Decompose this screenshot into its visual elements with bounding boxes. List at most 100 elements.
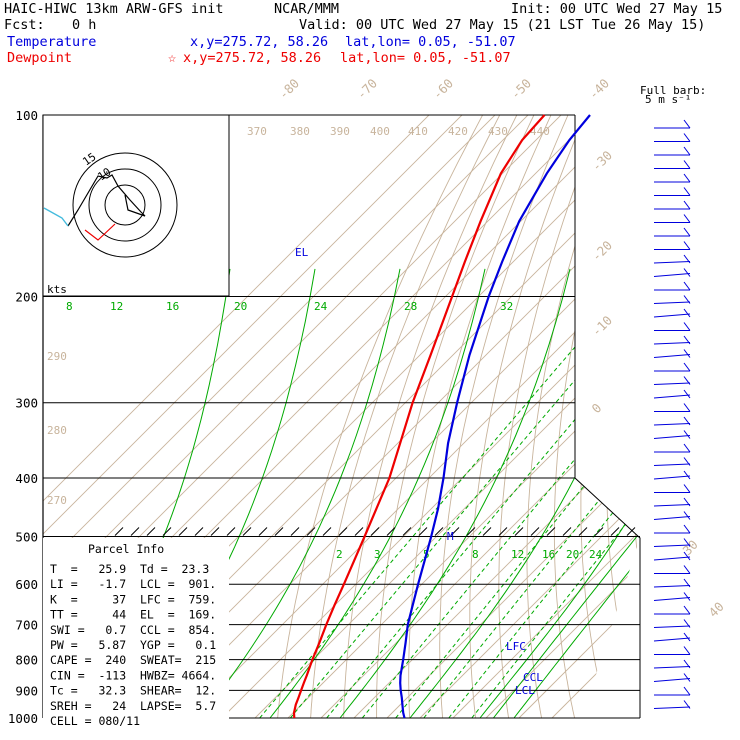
theta-label: 440	[530, 125, 550, 138]
level-hatch	[274, 527, 284, 536]
parcel-info-row: PW = 5.87 YGP = 0.1	[50, 638, 216, 652]
wind-barb	[654, 133, 691, 142]
wind-barb	[654, 403, 691, 412]
wind-barb	[654, 322, 691, 331]
hodograph-units: kts	[47, 283, 67, 296]
barb-legend-line1: Full barb:	[640, 84, 706, 97]
pressure-tick-label: 700	[15, 618, 38, 633]
hodograph-trace	[67, 174, 146, 227]
mixing-ratio-line	[448, 296, 640, 719]
parcel-info-row: K = 37 LFC = 759.	[50, 592, 216, 606]
wind-barb	[653, 592, 691, 601]
moist-adiabat-line	[199, 268, 401, 719]
pressure-axis-labels: 100 200 300 400 500 600 700 800 900 1000	[8, 108, 38, 726]
dry-adiabat-line	[469, 115, 586, 719]
parcel-info-row: SREH = 24 LAPSE= 5.7	[50, 699, 216, 713]
level-hatch	[354, 527, 364, 536]
pressure-tick-label: 300	[15, 396, 38, 411]
level-hatch	[610, 527, 620, 536]
ccl-label: CCL	[523, 671, 543, 684]
wind-barb	[653, 308, 691, 318]
wind-barb	[653, 700, 691, 709]
level-hatch	[402, 527, 412, 536]
parcel-info-panel	[43, 538, 229, 728]
wind-barb	[654, 565, 691, 574]
wind-barb	[654, 200, 691, 210]
wind-barb	[654, 119, 691, 129]
parcel-info-row: T = 25.9 Td = 23.3	[50, 562, 209, 576]
isotherm-line	[43, 115, 496, 719]
wind-barb	[654, 214, 691, 223]
parcel-info-row: CELL = 080/11	[50, 714, 140, 728]
wind-barb	[654, 146, 691, 156]
temperature-latlon: lat,lon= 0.05, -51.07	[345, 34, 516, 50]
theta-label: 430	[488, 125, 508, 138]
isotherm-line	[551, 115, 640, 719]
level-hatch	[306, 527, 316, 536]
wind-barb	[653, 430, 691, 439]
hodograph	[43, 152, 178, 258]
isotherm-line	[485, 115, 640, 719]
level-hatch	[578, 527, 588, 536]
dry-adiabat-line	[726, 115, 740, 718]
wind-barb	[654, 362, 691, 372]
wind-barb	[654, 281, 691, 291]
level-hatch	[258, 527, 268, 536]
mixing-ratio-label: 16	[542, 548, 555, 561]
wind-barb	[653, 268, 691, 277]
hodograph-ring-label: 15	[80, 150, 98, 168]
parcel-info-row: TT = 44 EL = 169.	[50, 608, 216, 622]
pressure-tick-label: 1000	[8, 711, 38, 726]
dewpoint-xy: x,y=275.72, 58.26	[183, 50, 321, 66]
wind-barb	[654, 524, 691, 534]
wind-barb	[653, 659, 691, 669]
mixing-ratio-line	[471, 296, 640, 719]
parcel-info-row: LI = -1.7 LCL = 901.	[50, 577, 216, 591]
parcel-info-row: Tc = 32.3 SHEAR= 12.	[50, 684, 216, 698]
wind-barb	[653, 673, 691, 682]
dry-adiabat-line	[310, 115, 501, 719]
level-hatch	[450, 527, 460, 536]
wind-barb	[653, 457, 691, 466]
theta-label: 370	[247, 125, 267, 138]
mixing-ratio-label: 28	[404, 300, 417, 313]
pressure-tick-label: 600	[15, 577, 38, 592]
wind-barb	[654, 187, 691, 196]
dewpoint-star-icon: ☆	[168, 50, 176, 66]
hodograph-ring	[72, 152, 178, 258]
level-hatch	[594, 527, 604, 536]
level-hatch	[514, 527, 524, 536]
wind-barb	[653, 295, 691, 304]
mixing-ratio-label: 12	[511, 548, 524, 561]
sounding-series	[292, 114, 591, 719]
mixing-ratio-label: 32	[500, 300, 513, 313]
wind-barb	[653, 551, 691, 561]
wind-barb	[654, 484, 691, 493]
isotherm-line	[43, 115, 529, 719]
wind-barb	[653, 497, 691, 507]
level-hatch	[434, 527, 444, 536]
mixing-ratio-label: 8	[66, 300, 73, 313]
wind-barb	[654, 646, 691, 655]
wind-barb	[654, 227, 691, 237]
pressure-tick-label: 500	[15, 529, 38, 544]
wind-barb	[653, 538, 691, 547]
dewpoint-profile	[399, 114, 591, 719]
dry-adiabat-line	[680, 115, 740, 718]
theta-label: 270	[47, 494, 67, 507]
level-hatch	[626, 527, 636, 536]
level-hatch	[562, 527, 572, 536]
isotherm-line	[353, 115, 640, 719]
mixing-ratio-label: 20	[234, 300, 247, 313]
level-hatch	[482, 527, 492, 536]
lfc-label: LFC	[506, 640, 526, 653]
wind-barb	[654, 443, 691, 453]
moist-adiabat-line	[339, 268, 571, 719]
mixing-ratio-label: 12	[110, 300, 123, 313]
dry-adiabat-line	[553, 115, 637, 719]
dry-adiabat-line	[343, 115, 518, 719]
wind-barb	[653, 511, 691, 520]
level-hatch	[178, 527, 188, 536]
dewpoint-legend: Dewpoint	[7, 50, 72, 66]
isotherm-line	[43, 115, 463, 719]
